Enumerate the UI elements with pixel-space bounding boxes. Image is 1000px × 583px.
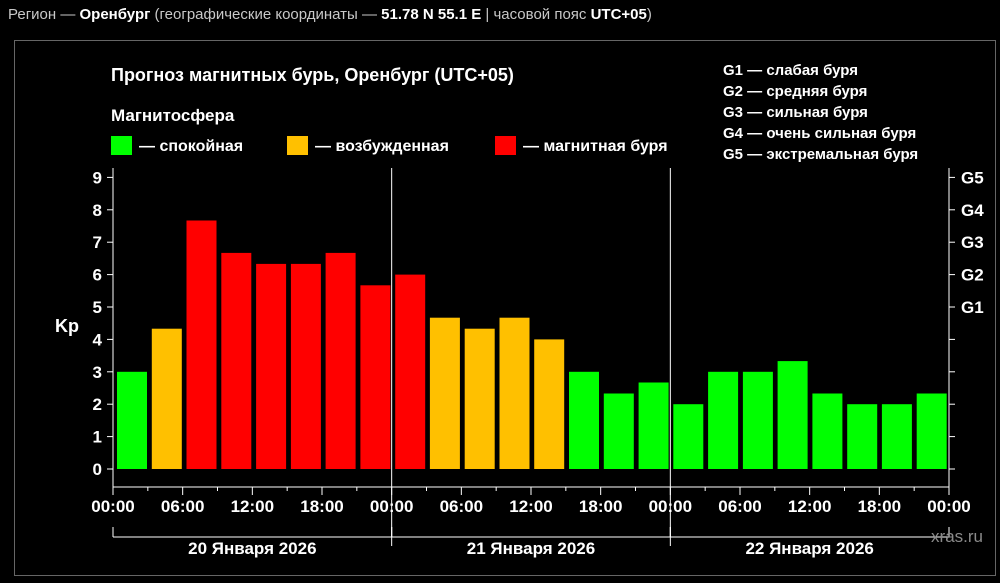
kp-bar [534,339,565,469]
kp-bar [221,252,252,469]
kp-bar [708,371,739,469]
kp-bar [673,404,704,469]
x-tick-label: 18:00 [579,497,622,516]
kp-bar [360,285,391,469]
coords-label: (географические координаты — [150,6,382,23]
day-label: 22 Января 2026 [745,539,873,558]
kp-bar [916,393,947,469]
storm-level-label: G4 [961,201,984,220]
kp-bar [742,371,773,469]
kp-bar [186,220,217,469]
chart-title: Прогноз магнитных бурь, Оренбург (UTC+05… [111,65,514,85]
storm-scale-item: G4 — очень сильная буря [723,125,916,142]
legend-swatch-quiet [111,136,132,155]
y-tick-label: 3 [93,363,102,382]
header-close: ) [646,6,652,23]
x-tick-label: 06:00 [440,497,483,516]
y-tick-label: 6 [93,266,102,285]
day-label: 21 Января 2026 [467,539,595,558]
storm-scale-item: G3 — сильная буря [723,104,868,121]
kp-forecast-chart: Прогноз магнитных бурь, Оренбург (UTC+05… [55,62,984,558]
kp-bar [499,317,530,469]
x-tick-label: 00:00 [927,497,970,516]
watermark: xras.ru [931,527,983,546]
y-tick-label: 2 [93,395,102,414]
x-tick-label: 12:00 [788,497,831,516]
region-city: Оренбург [79,6,151,23]
legend-swatch-storm [495,136,516,155]
y-tick-label: 0 [93,460,102,479]
kp-bar [395,274,426,469]
y-axis-title: Kp [55,316,79,336]
storm-level-label: G5 [961,168,984,187]
day-label: 20 Января 2026 [188,539,316,558]
storm-scale-item: G5 — экстремальная буря [723,146,918,163]
kp-bar [464,328,495,469]
legend-label-active: — возбужденная [315,138,449,155]
kp-bar [847,404,878,469]
kp-bar [881,404,912,469]
kp-bar [290,263,321,469]
region-header: Регион — Оренбург (географические коорди… [8,6,652,23]
kp-bar [117,371,147,469]
storm-level-label: G2 [961,266,984,285]
x-tick-label: 00:00 [91,497,134,516]
x-tick-label: 18:00 [858,497,901,516]
legend-swatch-active [287,136,308,155]
y-tick-label: 8 [93,201,102,220]
legend-title: Магнитосфера [111,106,235,125]
kp-bar [812,393,843,469]
legend-label-storm: — магнитная буря [523,138,668,155]
kp-bar [638,382,669,469]
storm-level-label: G1 [961,298,984,317]
kp-bar [603,393,634,469]
kp-bar [777,361,808,469]
kp-bar [569,371,599,469]
y-tick-label: 5 [93,298,102,317]
x-tick-label: 12:00 [231,497,274,516]
x-tick-label: 00:00 [370,497,413,516]
coords-value: 51.78 N 55.1 E [381,6,482,23]
y-tick-label: 7 [93,233,102,252]
x-tick-label: 06:00 [161,497,204,516]
y-tick-label: 9 [93,168,102,187]
x-tick-label: 00:00 [649,497,692,516]
kp-bar [325,252,356,469]
kp-bar [151,328,182,469]
timezone-label: | часовой пояс [481,6,591,23]
x-tick-label: 18:00 [300,497,343,516]
y-tick-label: 1 [93,428,102,447]
kp-bar [256,263,287,469]
chart-frame: Прогноз магнитных бурь, Оренбург (UTC+05… [14,40,996,576]
kp-bar [429,317,460,469]
x-tick-label: 06:00 [718,497,761,516]
x-tick-label: 12:00 [509,497,552,516]
timezone-value: UTC+05 [590,6,647,23]
legend-label-quiet: — спокойная [139,138,243,155]
region-label: Регион — [8,6,80,23]
y-tick-label: 4 [93,330,103,349]
storm-scale-item: G2 — средняя буря [723,83,867,100]
storm-scale-item: G1 — слабая буря [723,62,858,79]
storm-level-label: G3 [961,233,984,252]
